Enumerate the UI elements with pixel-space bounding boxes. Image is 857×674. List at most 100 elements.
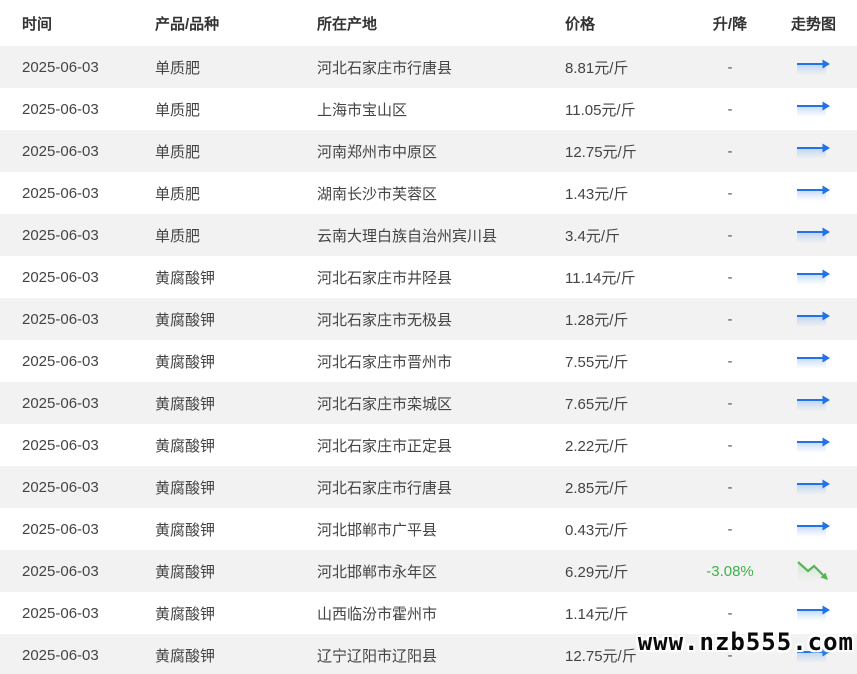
cell-change: - <box>690 508 770 550</box>
cell-change: - <box>690 340 770 382</box>
cell-change: - <box>690 88 770 130</box>
table-header: 时间 产品/品种 所在产地 价格 升/降 走势图 <box>0 0 857 46</box>
cell-location: 河南郑州市中原区 <box>317 130 565 172</box>
cell-change: - <box>690 466 770 508</box>
cell-location: 湖南长沙市芙蓉区 <box>317 172 565 214</box>
cell-time: 2025-06-03 <box>0 46 155 88</box>
cell-time: 2025-06-03 <box>0 424 155 466</box>
cell-trend <box>770 382 857 424</box>
trend-flat-icon[interactable] <box>796 310 832 328</box>
col-header-time: 时间 <box>0 0 155 46</box>
cell-trend <box>770 340 857 382</box>
cell-price: 0.43元/斤 <box>565 508 690 550</box>
cell-trend <box>770 172 857 214</box>
cell-product: 黄腐酸钾 <box>155 550 317 592</box>
trend-flat-icon[interactable] <box>796 352 832 370</box>
table-row: 2025-06-03 单质肥 云南大理白族自治州宾川县 3.4元/斤 - <box>0 214 857 256</box>
cell-product: 单质肥 <box>155 46 317 88</box>
table-row: 2025-06-03 黄腐酸钾 河北石家庄市无极县 1.28元/斤 - <box>0 298 857 340</box>
table-row: 2025-06-03 黄腐酸钾 河北石家庄市行唐县 2.85元/斤 - <box>0 466 857 508</box>
cell-trend <box>770 214 857 256</box>
cell-price: 11.05元/斤 <box>565 88 690 130</box>
cell-time: 2025-06-03 <box>0 466 155 508</box>
cell-product: 黄腐酸钾 <box>155 508 317 550</box>
trend-flat-icon[interactable] <box>796 646 832 664</box>
col-header-location: 所在产地 <box>317 0 565 46</box>
cell-time: 2025-06-03 <box>0 382 155 424</box>
cell-product: 单质肥 <box>155 172 317 214</box>
trend-flat-icon[interactable] <box>796 58 832 76</box>
cell-location: 河北邯郸市永年区 <box>317 550 565 592</box>
table-row: 2025-06-03 黄腐酸钾 河北石家庄市栾城区 7.65元/斤 - <box>0 382 857 424</box>
cell-product: 单质肥 <box>155 130 317 172</box>
table-row: 2025-06-03 黄腐酸钾 河北邯郸市永年区 6.29元/斤 -3.08% <box>0 550 857 592</box>
trend-flat-icon[interactable] <box>796 436 832 454</box>
cell-product: 黄腐酸钾 <box>155 298 317 340</box>
cell-time: 2025-06-03 <box>0 592 155 634</box>
cell-trend <box>770 424 857 466</box>
table-row: 2025-06-03 单质肥 河北石家庄市行唐县 8.81元/斤 - <box>0 46 857 88</box>
cell-product: 黄腐酸钾 <box>155 424 317 466</box>
trend-flat-icon[interactable] <box>796 604 832 622</box>
cell-trend <box>770 256 857 298</box>
cell-time: 2025-06-03 <box>0 172 155 214</box>
trend-flat-icon[interactable] <box>796 520 832 538</box>
cell-price: 3.4元/斤 <box>565 214 690 256</box>
cell-change: - <box>690 592 770 634</box>
cell-change: - <box>690 46 770 88</box>
col-header-change: 升/降 <box>690 0 770 46</box>
cell-trend <box>770 298 857 340</box>
cell-price: 8.81元/斤 <box>565 46 690 88</box>
cell-time: 2025-06-03 <box>0 340 155 382</box>
cell-price: 1.43元/斤 <box>565 172 690 214</box>
cell-product: 黄腐酸钾 <box>155 466 317 508</box>
table-row: 2025-06-03 黄腐酸钾 辽宁辽阳市辽阳县 12.75元/斤 - <box>0 634 857 674</box>
cell-trend <box>770 88 857 130</box>
cell-trend <box>770 634 857 674</box>
trend-flat-icon[interactable] <box>796 268 832 286</box>
cell-location: 云南大理白族自治州宾川县 <box>317 214 565 256</box>
cell-time: 2025-06-03 <box>0 214 155 256</box>
trend-flat-icon[interactable] <box>796 226 832 244</box>
table-body: 2025-06-03 单质肥 河北石家庄市行唐县 8.81元/斤 - <box>0 46 857 674</box>
cell-price: 1.28元/斤 <box>565 298 690 340</box>
cell-location: 河北石家庄市井陉县 <box>317 256 565 298</box>
cell-price: 12.75元/斤 <box>565 634 690 674</box>
cell-change: - <box>690 634 770 674</box>
cell-location: 山西临汾市霍州市 <box>317 592 565 634</box>
cell-price: 6.29元/斤 <box>565 550 690 592</box>
col-header-price: 价格 <box>565 0 690 46</box>
col-header-trend: 走势图 <box>770 0 857 46</box>
cell-product: 黄腐酸钾 <box>155 634 317 674</box>
trend-flat-icon[interactable] <box>796 184 832 202</box>
cell-time: 2025-06-03 <box>0 550 155 592</box>
trend-down-icon[interactable] <box>795 561 833 582</box>
trend-flat-icon[interactable] <box>796 142 832 160</box>
cell-time: 2025-06-03 <box>0 130 155 172</box>
table-row: 2025-06-03 黄腐酸钾 河北邯郸市广平县 0.43元/斤 - <box>0 508 857 550</box>
cell-location: 河北石家庄市无极县 <box>317 298 565 340</box>
cell-price: 2.22元/斤 <box>565 424 690 466</box>
table-row: 2025-06-03 单质肥 湖南长沙市芙蓉区 1.43元/斤 - <box>0 172 857 214</box>
cell-trend <box>770 592 857 634</box>
cell-change: - <box>690 424 770 466</box>
cell-price: 7.55元/斤 <box>565 340 690 382</box>
trend-flat-icon[interactable] <box>796 394 832 412</box>
cell-price: 11.14元/斤 <box>565 256 690 298</box>
cell-product: 黄腐酸钾 <box>155 340 317 382</box>
cell-trend <box>770 508 857 550</box>
cell-product: 黄腐酸钾 <box>155 382 317 424</box>
trend-flat-icon[interactable] <box>796 100 832 118</box>
table-row: 2025-06-03 单质肥 上海市宝山区 11.05元/斤 - <box>0 88 857 130</box>
cell-time: 2025-06-03 <box>0 298 155 340</box>
cell-location: 河北邯郸市广平县 <box>317 508 565 550</box>
cell-change: - <box>690 382 770 424</box>
cell-trend <box>770 46 857 88</box>
cell-product: 黄腐酸钾 <box>155 256 317 298</box>
table-row: 2025-06-03 单质肥 河南郑州市中原区 12.75元/斤 - <box>0 130 857 172</box>
trend-flat-icon[interactable] <box>796 478 832 496</box>
cell-time: 2025-06-03 <box>0 634 155 674</box>
cell-product: 单质肥 <box>155 88 317 130</box>
